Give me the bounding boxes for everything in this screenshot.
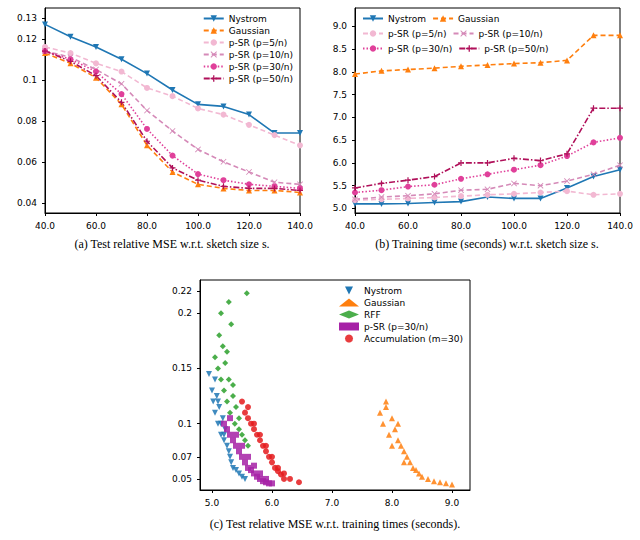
svg-text:0.07: 0.07 xyxy=(172,452,192,462)
svg-text:0.1: 0.1 xyxy=(23,75,37,85)
svg-text:140.0: 140.0 xyxy=(607,221,633,231)
svg-text:(c) Test relative MSE w.r.t. t: (c) Test relative MSE w.r.t. training ti… xyxy=(210,517,460,531)
svg-text:60.0: 60.0 xyxy=(86,221,106,231)
svg-text:6.0: 6.0 xyxy=(265,498,280,508)
svg-text:RFF: RFF xyxy=(364,310,381,320)
svg-text:0.15: 0.15 xyxy=(172,363,192,373)
svg-text:7.0: 7.0 xyxy=(333,112,348,122)
svg-text:p-SR (p=30/n): p-SR (p=30/n) xyxy=(229,62,293,72)
svg-text:0.12: 0.12 xyxy=(17,34,37,44)
svg-text:p-SR (p=10/n): p-SR (p=10/n) xyxy=(479,29,543,39)
svg-text:120.0: 120.0 xyxy=(236,221,262,231)
svg-text:Accumulation (m=30): Accumulation (m=30) xyxy=(364,334,463,344)
svg-text:0.1: 0.1 xyxy=(178,419,192,429)
svg-text:8.0: 8.0 xyxy=(333,67,348,77)
svg-text:140.0: 140.0 xyxy=(287,221,313,231)
svg-text:80.0: 80.0 xyxy=(451,221,471,231)
svg-text:60.0: 60.0 xyxy=(398,221,418,231)
svg-text:p-SR (p=50/n): p-SR (p=50/n) xyxy=(484,44,548,54)
svg-text:0.22: 0.22 xyxy=(172,286,192,296)
svg-text:80.0: 80.0 xyxy=(137,221,157,231)
svg-text:9.0: 9.0 xyxy=(445,498,460,508)
svg-text:120.0: 120.0 xyxy=(554,221,580,231)
svg-text:p-SR (p=30/n): p-SR (p=30/n) xyxy=(364,322,428,332)
svg-text:7.5: 7.5 xyxy=(333,90,347,100)
svg-text:0.08: 0.08 xyxy=(17,116,37,126)
svg-text:p-SR (p=5/n): p-SR (p=5/n) xyxy=(388,29,447,39)
svg-text:0.04: 0.04 xyxy=(17,198,37,208)
svg-text:0.05: 0.05 xyxy=(172,474,192,484)
svg-text:8.0: 8.0 xyxy=(385,498,400,508)
svg-text:9.0: 9.0 xyxy=(333,21,348,31)
svg-text:(a) Test relative MSE w.r.t. s: (a) Test relative MSE w.r.t. sketch size… xyxy=(74,237,269,251)
svg-text:5.5: 5.5 xyxy=(333,181,347,191)
svg-text:0.13: 0.13 xyxy=(17,13,37,23)
svg-text:Nystrom: Nystrom xyxy=(388,14,426,24)
svg-text:40.0: 40.0 xyxy=(345,221,365,231)
svg-text:(b) Training time (seconds) w.: (b) Training time (seconds) w.r.t. sketc… xyxy=(375,237,599,251)
svg-text:0.2: 0.2 xyxy=(178,308,192,318)
svg-text:5.0: 5.0 xyxy=(205,498,220,508)
svg-text:7.0: 7.0 xyxy=(325,498,340,508)
svg-text:Gaussian: Gaussian xyxy=(229,26,270,36)
svg-text:p-SR (p=5/n): p-SR (p=5/n) xyxy=(229,38,288,48)
svg-text:0.06: 0.06 xyxy=(17,157,37,167)
svg-text:Nystrom: Nystrom xyxy=(364,286,402,296)
svg-text:Nystrom: Nystrom xyxy=(229,14,267,24)
svg-text:5.0: 5.0 xyxy=(333,203,348,213)
svg-text:p-SR (p=30/n): p-SR (p=30/n) xyxy=(388,44,452,54)
svg-text:p-SR (p=10/n): p-SR (p=10/n) xyxy=(229,50,293,60)
svg-text:8.5: 8.5 xyxy=(333,44,347,54)
svg-text:Gaussian: Gaussian xyxy=(458,14,499,24)
svg-text:6.0: 6.0 xyxy=(333,158,348,168)
svg-text:100.0: 100.0 xyxy=(501,221,527,231)
svg-text:Gaussian: Gaussian xyxy=(364,298,405,308)
svg-text:40.0: 40.0 xyxy=(35,221,55,231)
svg-text:6.5: 6.5 xyxy=(333,135,347,145)
svg-text:100.0: 100.0 xyxy=(185,221,211,231)
svg-text:p-SR (p=50/n): p-SR (p=50/n) xyxy=(229,74,293,84)
